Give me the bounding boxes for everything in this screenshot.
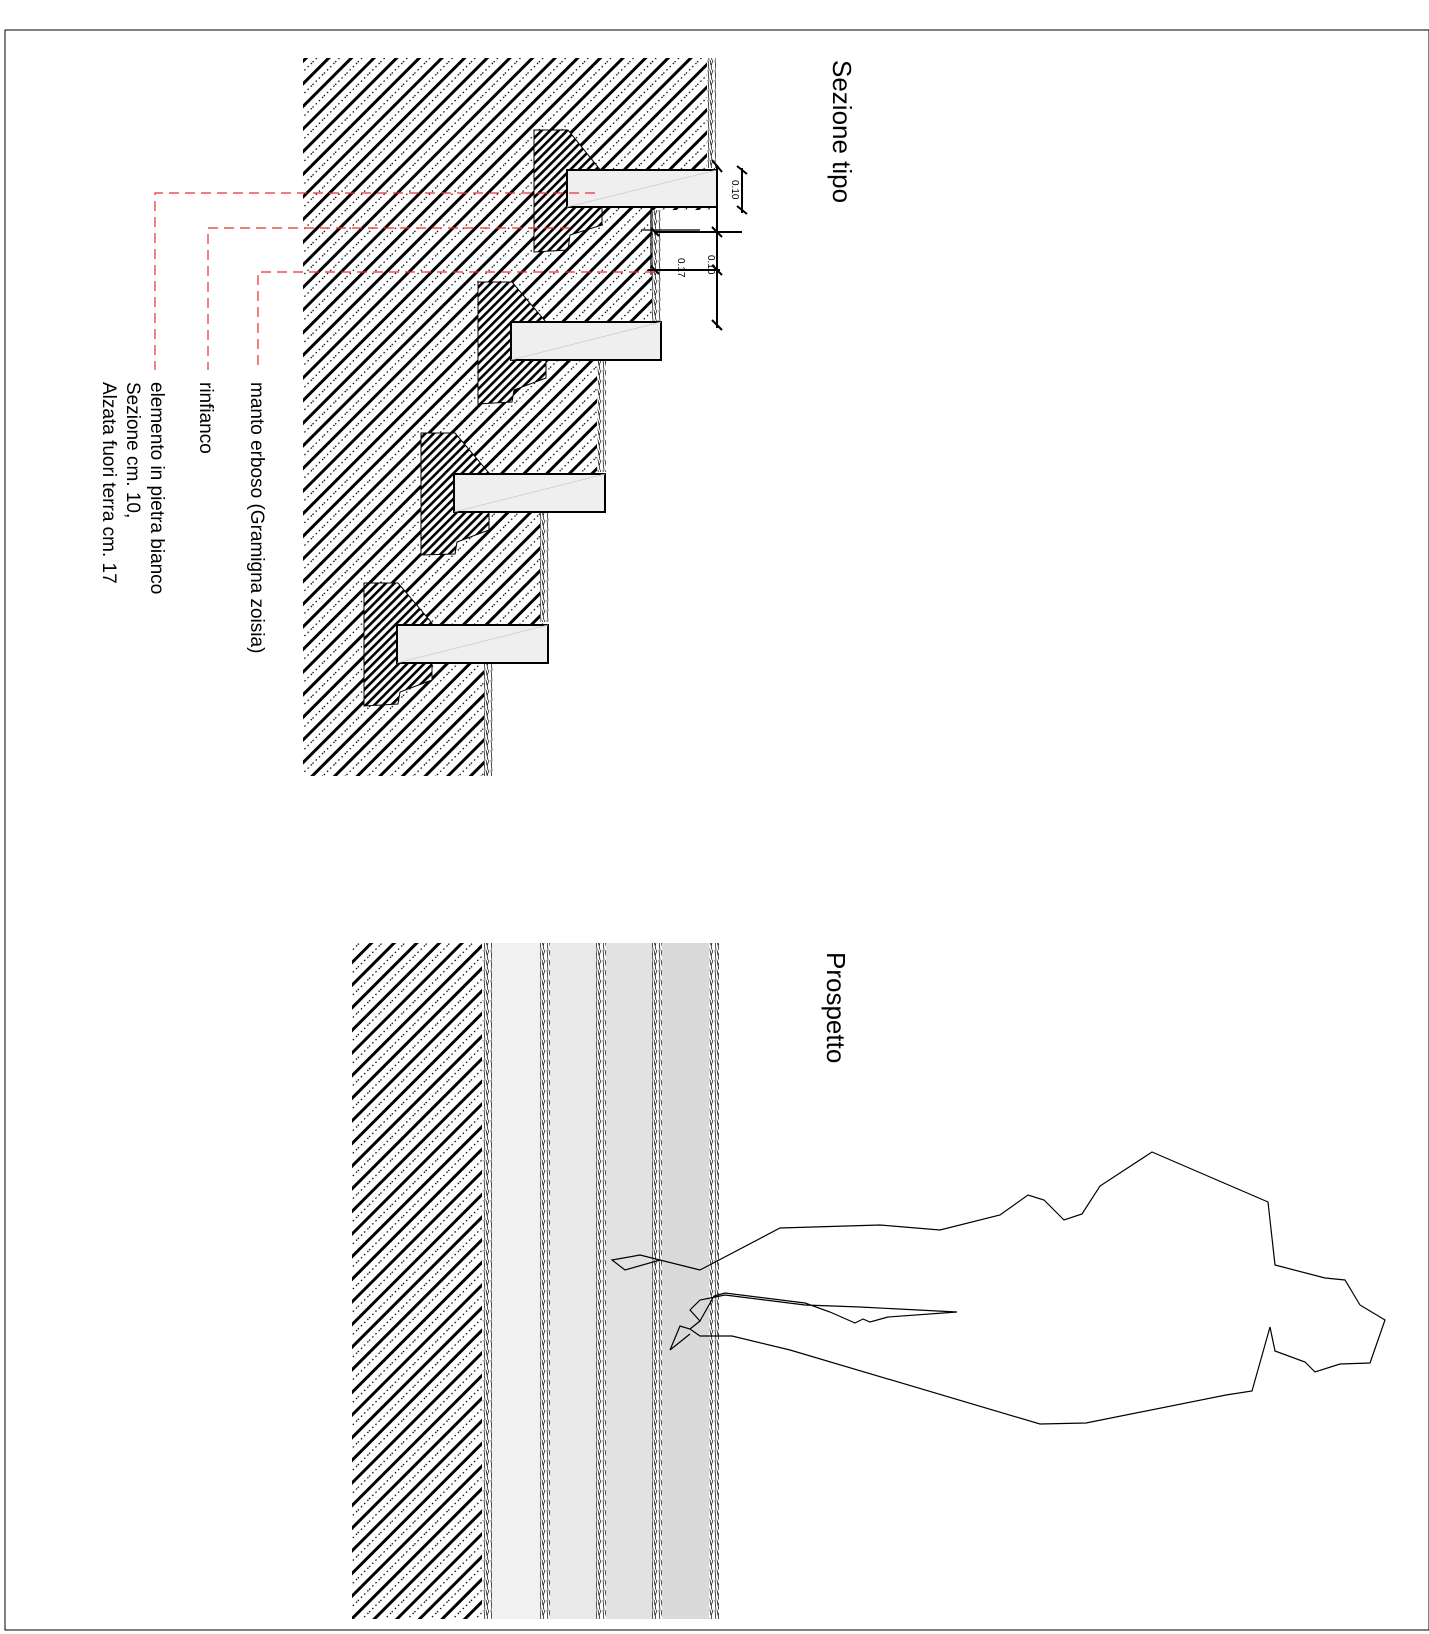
step-band bbox=[544, 943, 601, 1619]
label-elemento-line3: Alzata fuori terra cm. 17 bbox=[98, 382, 119, 584]
grass-strip bbox=[707, 58, 716, 168]
dimension-lines bbox=[641, 159, 748, 331]
human-figure bbox=[610, 1151, 1386, 1425]
grass-strip bbox=[484, 660, 493, 776]
dimension-label: 0.17 bbox=[675, 258, 686, 278]
label-elemento-line1: elemento in pietra bianco bbox=[146, 382, 167, 594]
step-band bbox=[488, 943, 544, 1619]
grass-strip bbox=[596, 943, 606, 1619]
sheet-border bbox=[4, 29, 1429, 1631]
leader-lines bbox=[154, 192, 655, 370]
grass-strip bbox=[540, 510, 549, 622]
grass-strip bbox=[652, 210, 661, 322]
dimension-label: 0.10 bbox=[729, 180, 740, 200]
label-elemento-line2: Sezione cm. 10, bbox=[122, 382, 143, 518]
step-band bbox=[658, 943, 715, 1619]
label-manto-erboso: manto erboso (Gramigna zoisia) bbox=[246, 382, 267, 653]
elevation-title: Prospetto bbox=[821, 952, 851, 1063]
grass-strip bbox=[540, 943, 550, 1619]
grass-strip bbox=[482, 943, 492, 1619]
elevation-drawing: Prospetto bbox=[352, 943, 1386, 1619]
grass-strip bbox=[597, 360, 606, 472]
section-drawing: 0.10 0.10 0.17 manto erboso (Gramigna zo… bbox=[98, 58, 857, 776]
section-title: Sezione tipo bbox=[827, 60, 857, 203]
grass-strip bbox=[652, 943, 662, 1619]
step-band bbox=[601, 943, 658, 1619]
grass-strip bbox=[709, 943, 719, 1619]
dimension-label: 0.10 bbox=[705, 255, 716, 275]
label-rinfianco: rinfianco bbox=[195, 382, 216, 454]
soil-hatch bbox=[352, 943, 487, 1619]
